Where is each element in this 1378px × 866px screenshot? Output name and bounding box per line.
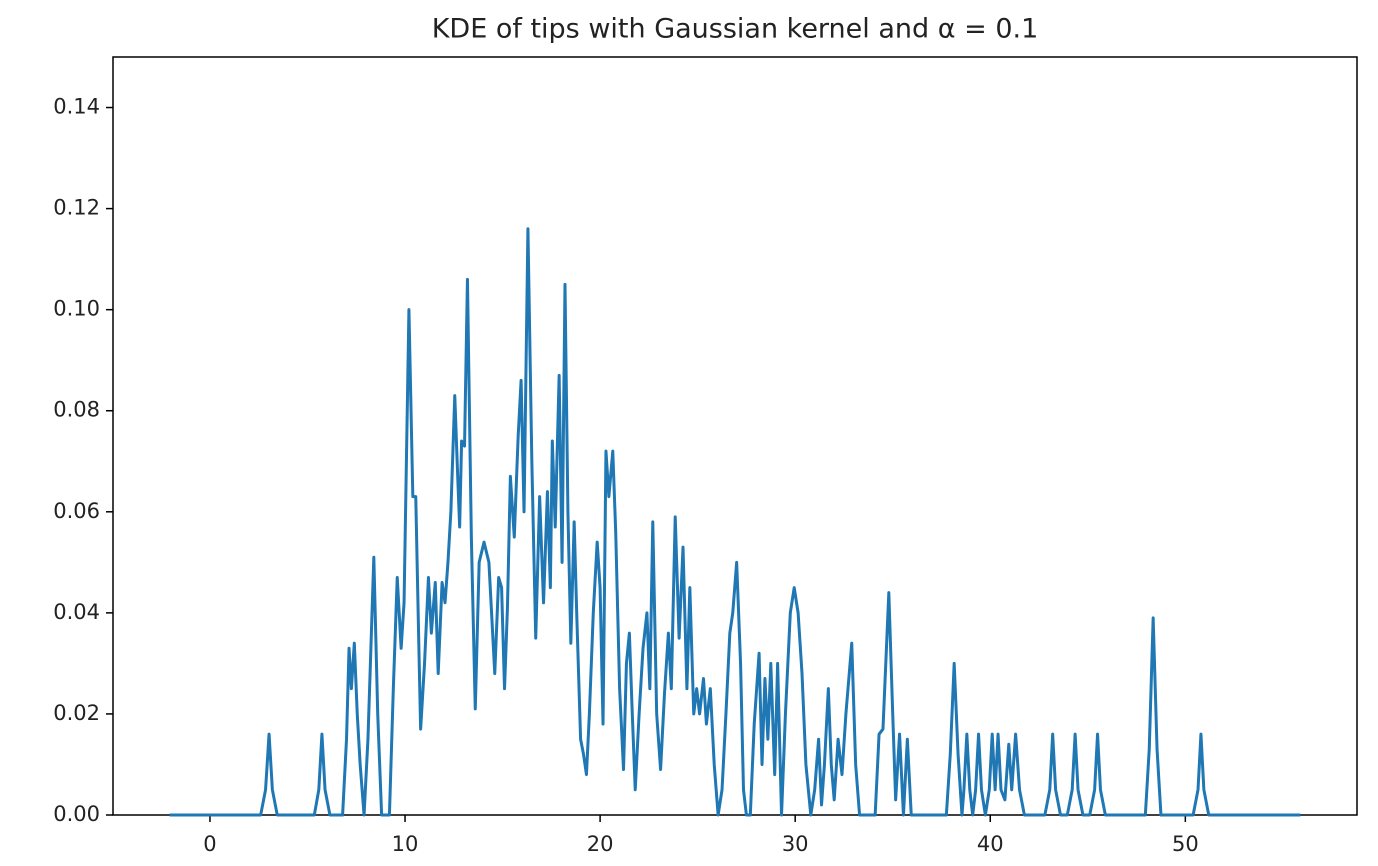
y-tick-label: 0.06	[53, 499, 100, 523]
y-tick-label: 0.04	[53, 600, 100, 624]
y-tick-label: 0.10	[53, 297, 100, 321]
x-tick-label: 50	[1172, 832, 1199, 856]
plot-frame	[112, 56, 1358, 816]
x-tick-label: 0	[203, 832, 216, 856]
x-tick-label: 30	[782, 832, 809, 856]
y-tick-label: 0.12	[53, 196, 100, 220]
x-tick-label: 20	[587, 832, 614, 856]
y-tick-label: 0.02	[53, 701, 100, 725]
chart-title: KDE of tips with Gaussian kernel and α =…	[432, 14, 1039, 45]
y-tick-label: 0.00	[53, 802, 100, 826]
y-tick-label: 0.08	[53, 398, 100, 422]
x-tick-label: 10	[392, 832, 419, 856]
x-tick-label: 40	[977, 832, 1004, 856]
kde-line	[169, 227, 1301, 817]
y-tick-label: 0.14	[53, 95, 100, 119]
